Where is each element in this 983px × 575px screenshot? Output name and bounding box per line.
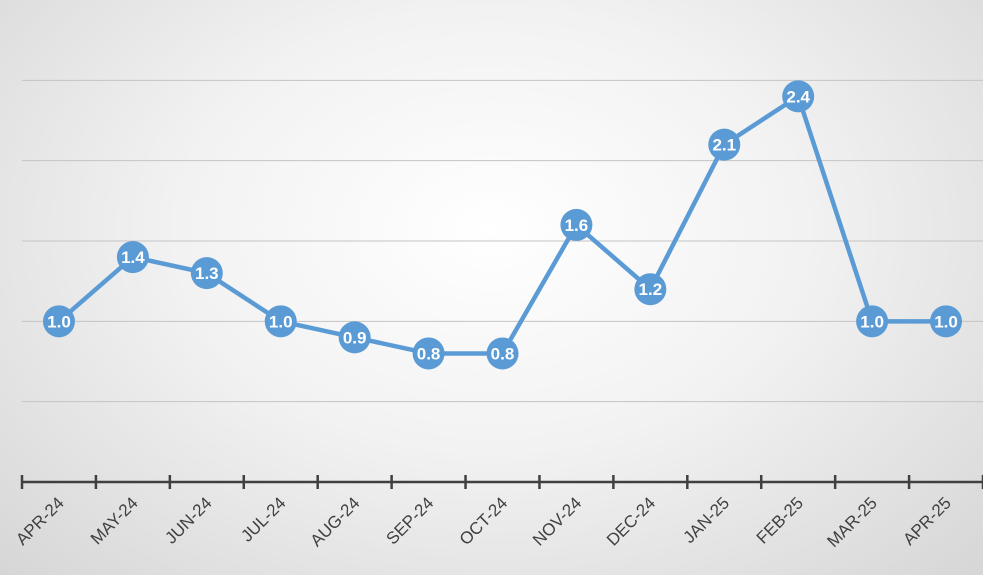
x-tick-label: JUL-24 — [237, 493, 289, 545]
series-line-group — [57, 94, 947, 356]
data-label: 0.8 — [417, 344, 441, 363]
data-point-marker — [782, 80, 815, 113]
x-tick-label: NOV-24 — [529, 493, 585, 549]
data-label: 1.6 — [565, 216, 589, 235]
x-tick-label: APR-25 — [899, 493, 955, 549]
series-line — [57, 94, 947, 356]
data-label: 1.2 — [639, 280, 663, 299]
x-tick-label: MAR-25 — [823, 493, 881, 551]
data-label: 1.0 — [269, 312, 293, 331]
x-tick-label: AUG-24 — [307, 493, 364, 550]
data-label: 2.4 — [786, 87, 810, 106]
data-label: 1.0 — [934, 312, 958, 331]
x-tick-label: SEP-24 — [383, 493, 438, 548]
x-tick-label: JAN-25 — [680, 493, 734, 547]
x-tick-label: MAY-24 — [87, 493, 142, 548]
data-point-marker — [190, 257, 223, 290]
data-point-marker — [116, 241, 149, 274]
data-point-marker — [486, 337, 519, 370]
data-label: 1.4 — [121, 248, 145, 267]
x-tick-label: APR-24 — [12, 493, 68, 549]
x-tick-label: DEC-24 — [603, 493, 659, 549]
data-point-marker — [930, 305, 963, 338]
x-tick-label: JUN-24 — [161, 493, 215, 547]
x-tick-label: FEB-25 — [753, 493, 807, 547]
marker-group — [42, 80, 963, 370]
data-label: 1.3 — [195, 264, 219, 283]
data-label-group: 1.0 1.4 1.3 1.0 0.9 0.8 0.8 1.6 1.2 2.1 2.4 1.0 1.0 — [47, 87, 958, 363]
data-point-marker — [560, 208, 593, 241]
data-point-marker — [634, 273, 667, 306]
data-point-marker — [338, 321, 371, 354]
data-point-marker — [412, 337, 445, 370]
data-point-marker — [42, 305, 75, 338]
data-point-marker — [264, 305, 297, 338]
data-label: 1.0 — [47, 312, 71, 331]
data-label: 0.8 — [491, 344, 515, 363]
x-axis — [20, 475, 983, 489]
data-label: 0.9 — [343, 328, 367, 347]
data-label: 1.0 — [860, 312, 884, 331]
data-label: 2.1 — [712, 136, 736, 155]
data-point-marker — [856, 305, 889, 338]
x-tick-label: OCT-24 — [456, 493, 512, 549]
x-tick-label-group: APR-24 MAY-24 JUN-24 JUL-24 AUG-24 SEP-24 OCT-… — [12, 493, 955, 551]
data-point-marker — [708, 128, 741, 161]
gridlines — [22, 79, 983, 403]
